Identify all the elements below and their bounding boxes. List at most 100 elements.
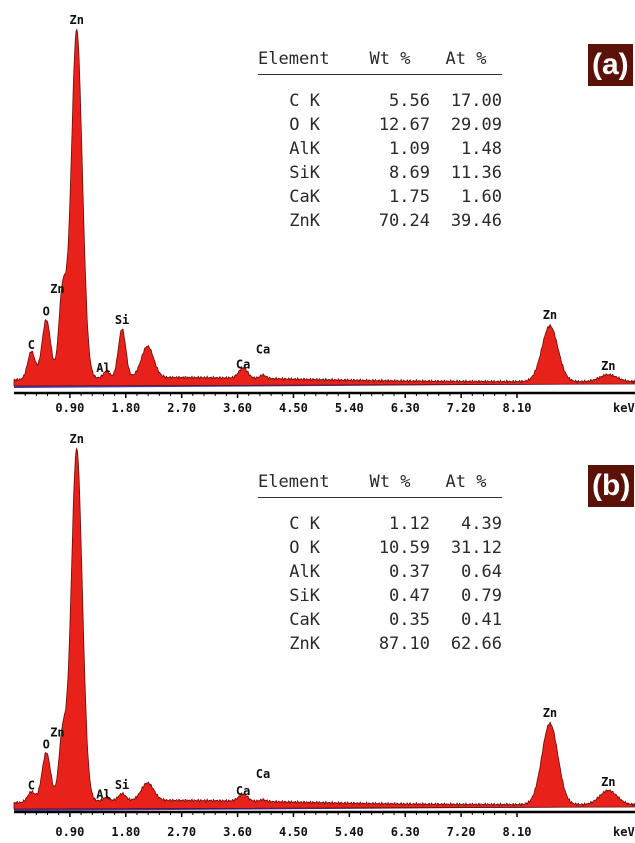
peak-label: Zn — [69, 432, 83, 446]
x-tick-label: 3.60 — [223, 401, 252, 415]
cell-at: 39.46 — [430, 209, 502, 233]
x-tick-label: 0.90 — [55, 825, 84, 839]
cell-at: 0.41 — [430, 608, 502, 632]
x-tick-label: 4.50 — [279, 401, 308, 415]
cell-at: 62.66 — [430, 632, 502, 656]
cell-element: CaK — [258, 608, 350, 632]
peak-label: Si — [115, 778, 129, 792]
x-tick-label: 0.90 — [55, 401, 84, 415]
peak-label: Zn — [50, 282, 64, 296]
cell-element: SiK — [258, 584, 350, 608]
table-row: O K 12.67 29.09 — [258, 113, 502, 137]
x-tick-label: 7.20 — [447, 825, 476, 839]
table-row: C K 1.12 4.39 — [258, 512, 502, 536]
x-tick-label: 1.80 — [111, 401, 140, 415]
table-row: AlK 0.37 0.64 — [258, 560, 502, 584]
peak-label: C — [28, 338, 35, 352]
x-tick-label: 5.40 — [335, 825, 364, 839]
x-tick-label: 2.70 — [167, 401, 196, 415]
x-tick-label: 6.30 — [391, 825, 420, 839]
table-row: ZnK 70.24 39.46 — [258, 209, 502, 233]
cell-at: 1.60 — [430, 185, 502, 209]
table-header: Element Wt % At % — [258, 46, 502, 75]
peak-label: O — [43, 738, 50, 752]
cell-wt: 87.10 — [350, 632, 430, 656]
cell-element: AlK — [258, 137, 350, 161]
table-row: O K 10.59 31.12 — [258, 536, 502, 560]
cell-element: O K — [258, 536, 350, 560]
x-tick-label: 1.80 — [111, 825, 140, 839]
cell-at: 0.64 — [430, 560, 502, 584]
cell-wt: 0.37 — [350, 560, 430, 584]
header-element: Element — [258, 469, 350, 495]
peak-label: Zn — [50, 725, 64, 739]
table-row: CaK 1.75 1.60 — [258, 185, 502, 209]
peak-label: Si — [115, 313, 129, 327]
cell-element: C K — [258, 512, 350, 536]
peak-label: Al — [96, 361, 110, 375]
cell-wt: 1.09 — [350, 137, 430, 161]
x-tick-label: 2.70 — [167, 825, 196, 839]
table-row: SiK 0.47 0.79 — [258, 584, 502, 608]
cell-wt: 0.47 — [350, 584, 430, 608]
cell-at: 11.36 — [430, 161, 502, 185]
x-tick-label: 5.40 — [335, 401, 364, 415]
table-header: Element Wt % At % — [258, 469, 502, 498]
panel-tag-a: (a) — [588, 44, 633, 86]
x-axis-label: keV — [613, 401, 635, 415]
peak-label: Zn — [543, 308, 557, 322]
peak-label: Zn — [69, 13, 83, 27]
cell-element: ZnK — [258, 209, 350, 233]
x-tick-label: 4.50 — [279, 825, 308, 839]
cell-element: C K — [258, 89, 350, 113]
cell-wt: 1.75 — [350, 185, 430, 209]
eds-panel-b: 0.90 1.80 2.70 3.60 4.50 5.40 6.30 7.20 8.10 keV C… — [0, 423, 635, 843]
cell-at: 0.79 — [430, 584, 502, 608]
header-at: At % — [430, 469, 502, 495]
header-element: Element — [258, 46, 350, 72]
peak-label: O — [43, 305, 50, 319]
cell-at: 17.00 — [430, 89, 502, 113]
peak-label: Ca — [256, 343, 270, 357]
cell-wt: 10.59 — [350, 536, 430, 560]
composition-table-a: Element Wt % At % C K 5.56 17.00 O K 12.67 2… — [258, 46, 502, 233]
cell-wt: 8.69 — [350, 161, 430, 185]
cell-at: 29.09 — [430, 113, 502, 137]
x-tick-label: 6.30 — [391, 401, 420, 415]
cell-at: 1.48 — [430, 137, 502, 161]
peak-label: Zn — [601, 359, 615, 373]
cell-element: O K — [258, 113, 350, 137]
cell-wt: 12.67 — [350, 113, 430, 137]
header-wt: Wt % — [350, 46, 430, 72]
table-row: CaK 0.35 0.41 — [258, 608, 502, 632]
table-row: ZnK 87.10 62.66 — [258, 632, 502, 656]
cell-wt: 1.12 — [350, 512, 430, 536]
peak-label: Ca — [236, 784, 250, 798]
x-tick-label: 8.10 — [503, 401, 532, 415]
peak-label: Ca — [256, 767, 270, 781]
peak-label: Ca — [236, 358, 250, 372]
eds-panel-a: 0.90 1.80 2.70 3.60 4.50 5.40 6.30 7.20 8.10 keV C… — [0, 0, 635, 420]
peak-label: Al — [96, 787, 110, 801]
composition-table-b: Element Wt % At % C K 1.12 4.39 O K 10.59 31… — [258, 469, 502, 656]
x-tick-label: 7.20 — [447, 401, 476, 415]
table-row: SiK 8.69 11.36 — [258, 161, 502, 185]
header-at: At % — [430, 46, 502, 72]
x-axis-label: keV — [613, 825, 635, 839]
cell-at: 4.39 — [430, 512, 502, 536]
header-wt: Wt % — [350, 469, 430, 495]
peak-label: Zn — [543, 706, 557, 720]
peak-label: C — [28, 778, 35, 792]
cell-wt: 5.56 — [350, 89, 430, 113]
cell-wt: 0.35 — [350, 608, 430, 632]
cell-wt: 70.24 — [350, 209, 430, 233]
cell-element: SiK — [258, 161, 350, 185]
cell-at: 31.12 — [430, 536, 502, 560]
cell-element: AlK — [258, 560, 350, 584]
table-row: AlK 1.09 1.48 — [258, 137, 502, 161]
panel-tag-b: (b) — [588, 465, 634, 507]
cell-element: CaK — [258, 185, 350, 209]
table-row: C K 5.56 17.00 — [258, 89, 502, 113]
x-tick-label: 8.10 — [503, 825, 532, 839]
x-tick-label: 3.60 — [223, 825, 252, 839]
